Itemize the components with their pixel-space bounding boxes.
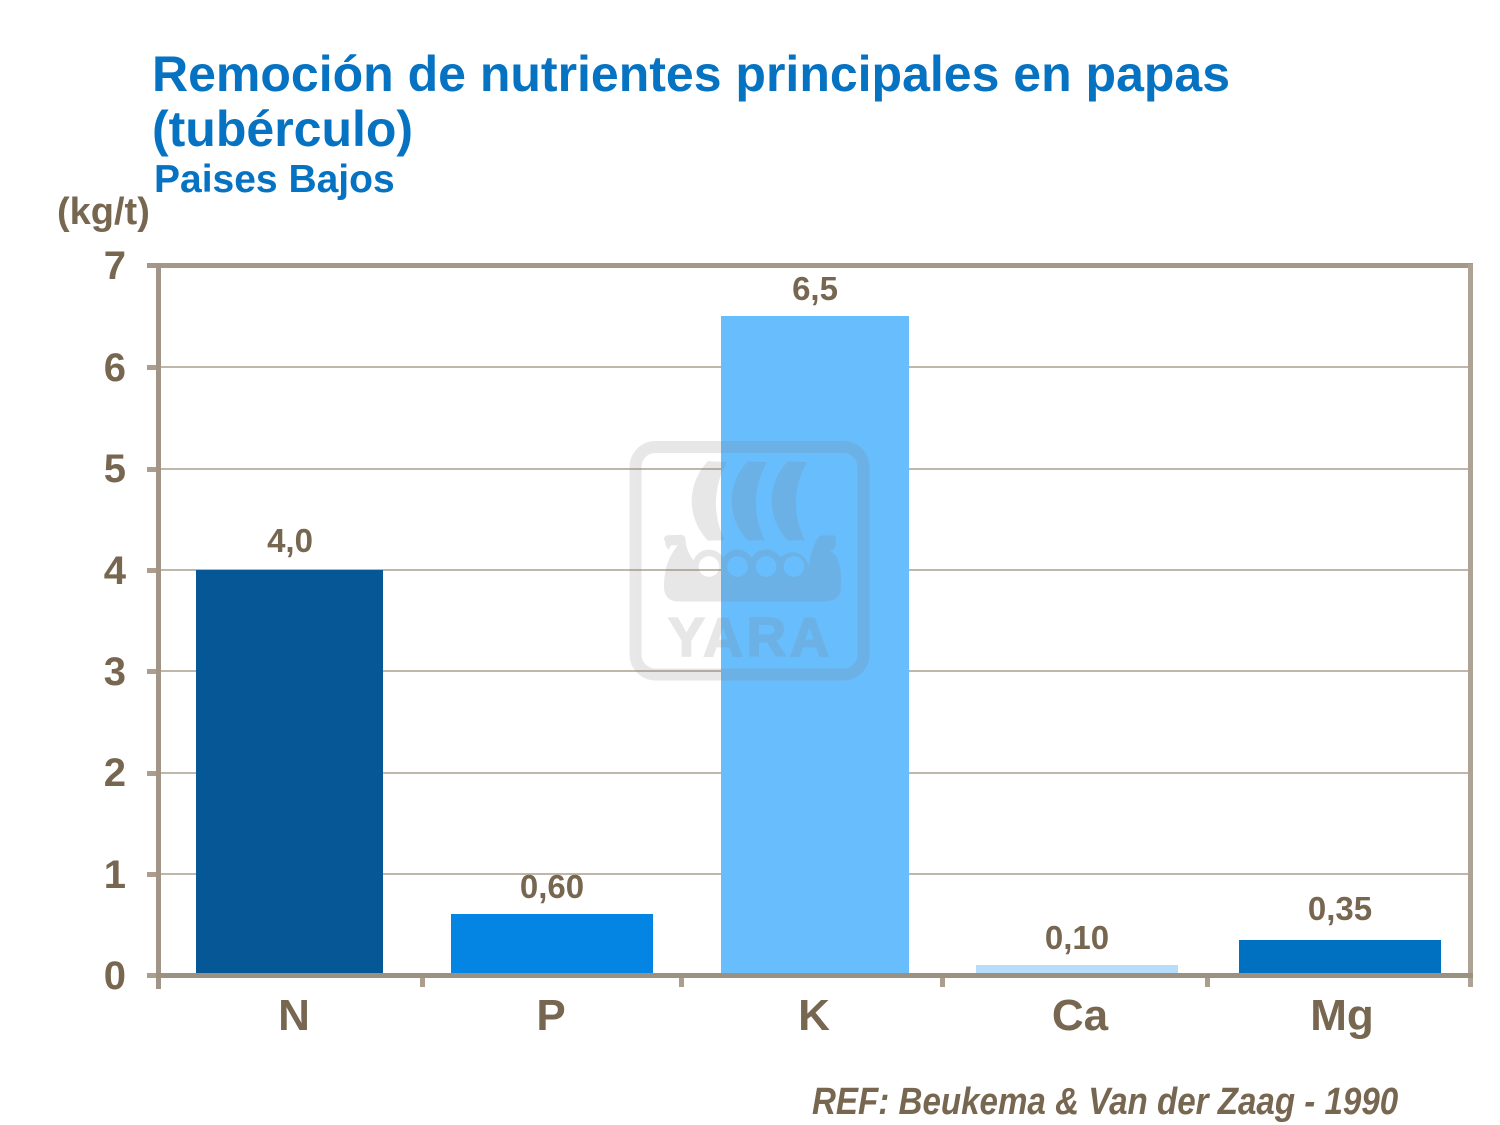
svg-text:YARA: YARA	[668, 606, 833, 668]
